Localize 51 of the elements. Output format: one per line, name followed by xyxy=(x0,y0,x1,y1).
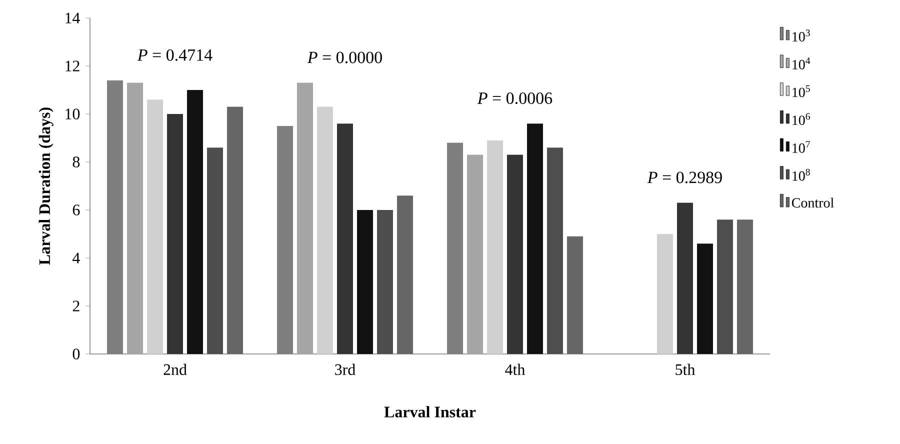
legend-label: 10$^{6}$ xyxy=(792,113,810,126)
y-tick-label: 12 xyxy=(66,60,80,72)
legend-label: 10$^{8}$ xyxy=(792,168,810,181)
x-tick-label: 3rd xyxy=(335,364,356,376)
bar xyxy=(507,154,523,354)
bar xyxy=(397,196,414,354)
bar xyxy=(147,100,164,354)
bar xyxy=(187,90,204,354)
x-axis-title: Larval Instar xyxy=(384,406,476,418)
legend-label: Control xyxy=(792,198,834,208)
legend-label: 10$^{3}$ xyxy=(792,30,810,42)
bar xyxy=(297,82,314,354)
bar xyxy=(227,106,244,354)
y-tick-label: 2 xyxy=(72,300,80,312)
bar xyxy=(377,210,394,354)
y-tick-label: 14 xyxy=(66,12,80,24)
bar xyxy=(527,124,543,354)
bar xyxy=(656,234,673,354)
bar xyxy=(107,80,124,354)
bar xyxy=(676,202,693,354)
bar xyxy=(567,236,583,354)
annotation: P = 0.0000 xyxy=(307,52,382,64)
y-axis-title: Larval Duration (days) xyxy=(38,108,54,265)
annotation: P = 0.4714 xyxy=(137,49,212,61)
annotation: P = 0.2989 xyxy=(647,172,722,184)
y-tick-label: 0 xyxy=(72,348,80,360)
y-tick-label: 4 xyxy=(72,252,80,264)
legend-label: 10$^{4}$ xyxy=(792,58,810,70)
bar xyxy=(277,126,294,354)
bar xyxy=(127,82,144,354)
x-tick-label: 2nd xyxy=(164,364,187,376)
bar xyxy=(716,220,733,354)
bar xyxy=(696,244,713,354)
y-tick-label: 10 xyxy=(66,108,80,120)
y-tick-label: 6 xyxy=(72,204,80,216)
bar xyxy=(167,114,184,354)
bar xyxy=(447,142,463,354)
x-tick-label: 4th xyxy=(505,364,526,376)
y-tick-label: 8 xyxy=(72,156,80,168)
annotation: P = 0.0006 xyxy=(477,92,552,104)
bar xyxy=(207,148,224,354)
bar xyxy=(357,210,374,354)
legend-label: 10$^{5}$ xyxy=(792,85,810,98)
legend-label: 10$^{7}$ xyxy=(792,141,810,153)
bar xyxy=(736,220,753,354)
x-tick-label: 5th xyxy=(676,364,696,376)
bar xyxy=(337,124,354,354)
bar xyxy=(467,154,483,354)
bar xyxy=(487,140,503,354)
bar xyxy=(317,106,334,354)
bar xyxy=(547,148,563,354)
